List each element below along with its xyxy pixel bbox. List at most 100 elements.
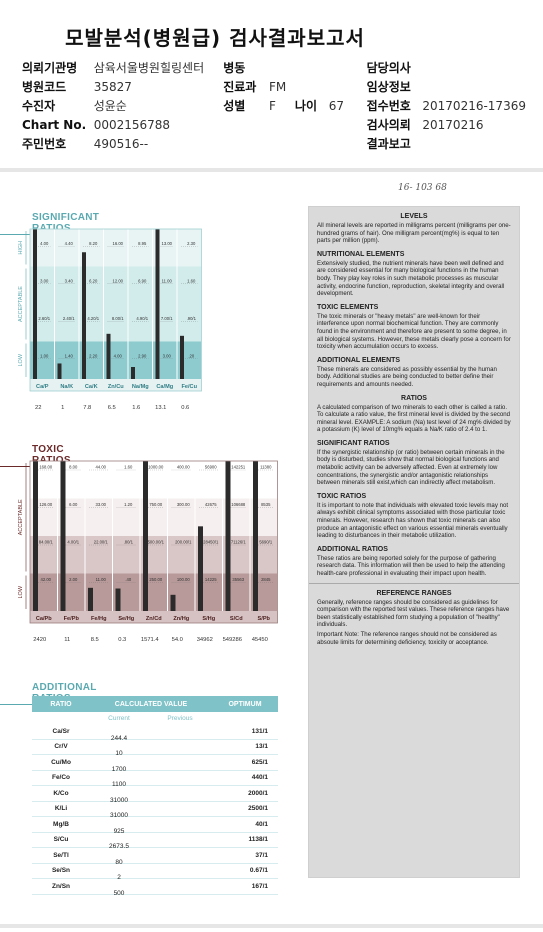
significant-ratios-chart: HIGH ACCEPTABLE LOW 4.00 3.00 2.60/1 1.00 Ca/P 2… [18,228,202,411]
handwritten-note: 16- 103 68 [398,183,447,193]
column-label: S/Hg [202,616,215,622]
chart-frame [29,460,278,624]
tick-label: 56900 [205,465,217,470]
tick-label: 28450/1 [203,540,219,545]
zone-label: ACCEPTABLE [18,499,24,535]
header-value: 20170216-17369 [422,98,526,113]
column-label: Na/Mg [132,384,149,390]
tick-label: 106688 [231,502,246,507]
optimum-value: 1138/1 [248,836,268,844]
tick-label: 1000.00 [148,465,164,470]
header-value: F [269,98,276,113]
tick-label: 200.00/1 [175,540,192,545]
header-label: 진료과 [223,80,257,94]
tick-label: 8.00/1 [112,316,124,321]
column-label: Na/K [60,384,73,390]
optimum-value: 131/1 [251,727,268,735]
legend-paragraph: It is important to note that individuals… [317,501,509,540]
subheader-current: Current [108,714,130,722]
legend-paragraph: If the synergistic relationship (or rati… [317,448,505,487]
column-label: Fe/Hg [91,616,107,622]
tick-label: 126.00 [39,502,52,507]
header-value: 성윤순 [93,99,127,113]
tick-label: 13.00 [162,241,173,246]
tick-label: 6.90 [138,278,147,283]
tick-label: 22.00/1 [94,540,109,545]
legend-section: ADDITIONAL RATIOS These ratios are being … [309,546,519,584]
additional-row: K/Co 31000 2000/1 [32,786,278,804]
tick-label: 3.00 [163,353,172,358]
header-label: 병원코드 [22,80,67,94]
optimum-value: 40/1 [255,820,268,828]
label-strip [30,379,202,391]
optimum-value: 13/1 [255,743,268,751]
legend-section: ADDITIONAL ELEMENTS These minerals are co… [309,357,519,389]
legend-heading: TOXIC RATIOS [317,492,367,500]
header-label: 나이 [294,99,317,113]
header-label: 결과보고 [366,137,411,151]
legend-heading: RATIOS [401,394,427,402]
tick-label: 14225 [205,577,217,582]
chart-frame [29,228,202,392]
column-label: Ca/Pb [36,616,52,622]
tick-label: 4.20/1 [87,316,99,321]
tick-label: 11.00 [162,278,173,283]
header-row: 수진자 성윤순 성별 F 나이 67 접수번호 20170216-17369 [22,96,532,115]
column-label: Zn/Hg [173,616,189,622]
value-label: 7.8 [83,405,91,411]
ratio-name: Fe/Co [51,774,71,782]
optimum-value: 2500/1 [248,805,268,813]
tick-label: 7.00/1 [161,316,173,321]
tick-label: 300.00 [177,502,190,507]
ratio-name: K/Li [54,805,68,813]
tick-label: 400.00 [177,465,190,470]
header-label: 주민번호 [22,137,67,151]
value-label: 1 [61,405,64,411]
column-label: Ca/P [36,384,49,390]
zone-label: LOW [18,353,24,366]
current-value: 2 [117,874,121,882]
additional-row: K/Li 31000 2500/1 [32,802,278,820]
tick-label: 1.60 [187,278,196,283]
tick-label: 84.00/1 [39,540,54,545]
legend-section: TOXIC RATIOS It is important to note that… [309,493,519,540]
tick-label: 71126/1 [231,540,246,545]
current-value: 31000 [109,812,129,820]
bar-fe-hg [88,587,93,611]
value-label: 8.5 [91,637,99,643]
report-title: 모발분석(병원급) 검사결과보고서 [65,26,365,50]
header-divider [0,168,543,172]
optimum-value: 625/1 [251,758,268,766]
zone-band [30,229,202,267]
tick-label: 5690/1 [259,540,272,545]
tick-label: 35563 [232,577,244,582]
tick-label: 4.00 [40,241,49,246]
subheader-previous: Previous [167,714,193,722]
optimum-value: 167/1 [251,882,268,890]
current-value: 500 [113,889,125,897]
additional-ratios-table: RATIO CALCULATED VALUE OPTIMUM Current P… [32,696,278,897]
additional-row: Cr/V 10 13/1 [32,740,278,757]
tick-label: 6.00 [69,502,78,507]
legend-section: NUTRITIONAL ELEMENTS Extensively studied,… [309,251,519,298]
tick-label: 1.20 [124,502,133,507]
tick-label: 1.40 [65,353,74,358]
ratio-name: Mg/B [53,820,69,828]
bar-s-hg [198,526,203,611]
bar-ca-p [33,229,37,379]
additional-row: S/Cu 2673.5 1138/1 [32,833,278,850]
header-label: Chart No. [22,117,87,132]
tick-label: 1.00 [40,353,49,358]
ratio-name: Cr/V [54,743,68,751]
zone-band [30,498,278,536]
legend-heading: NUTRITIONAL ELEMENTS [317,250,405,258]
tick-label: 3.00 [40,278,49,283]
bar-fe-cu [180,335,184,379]
additional-row: Mg/B 925 40/1 [32,817,278,835]
value-label: 1571.4 [141,637,160,643]
legend-paragraph: These ratios are being reported solely f… [317,554,505,577]
header-label: 의뢰기관명 [22,61,78,75]
tick-label: .80/1 [124,540,134,545]
tick-label: 750.00 [149,502,162,507]
tick-label: 1.60 [124,465,133,470]
